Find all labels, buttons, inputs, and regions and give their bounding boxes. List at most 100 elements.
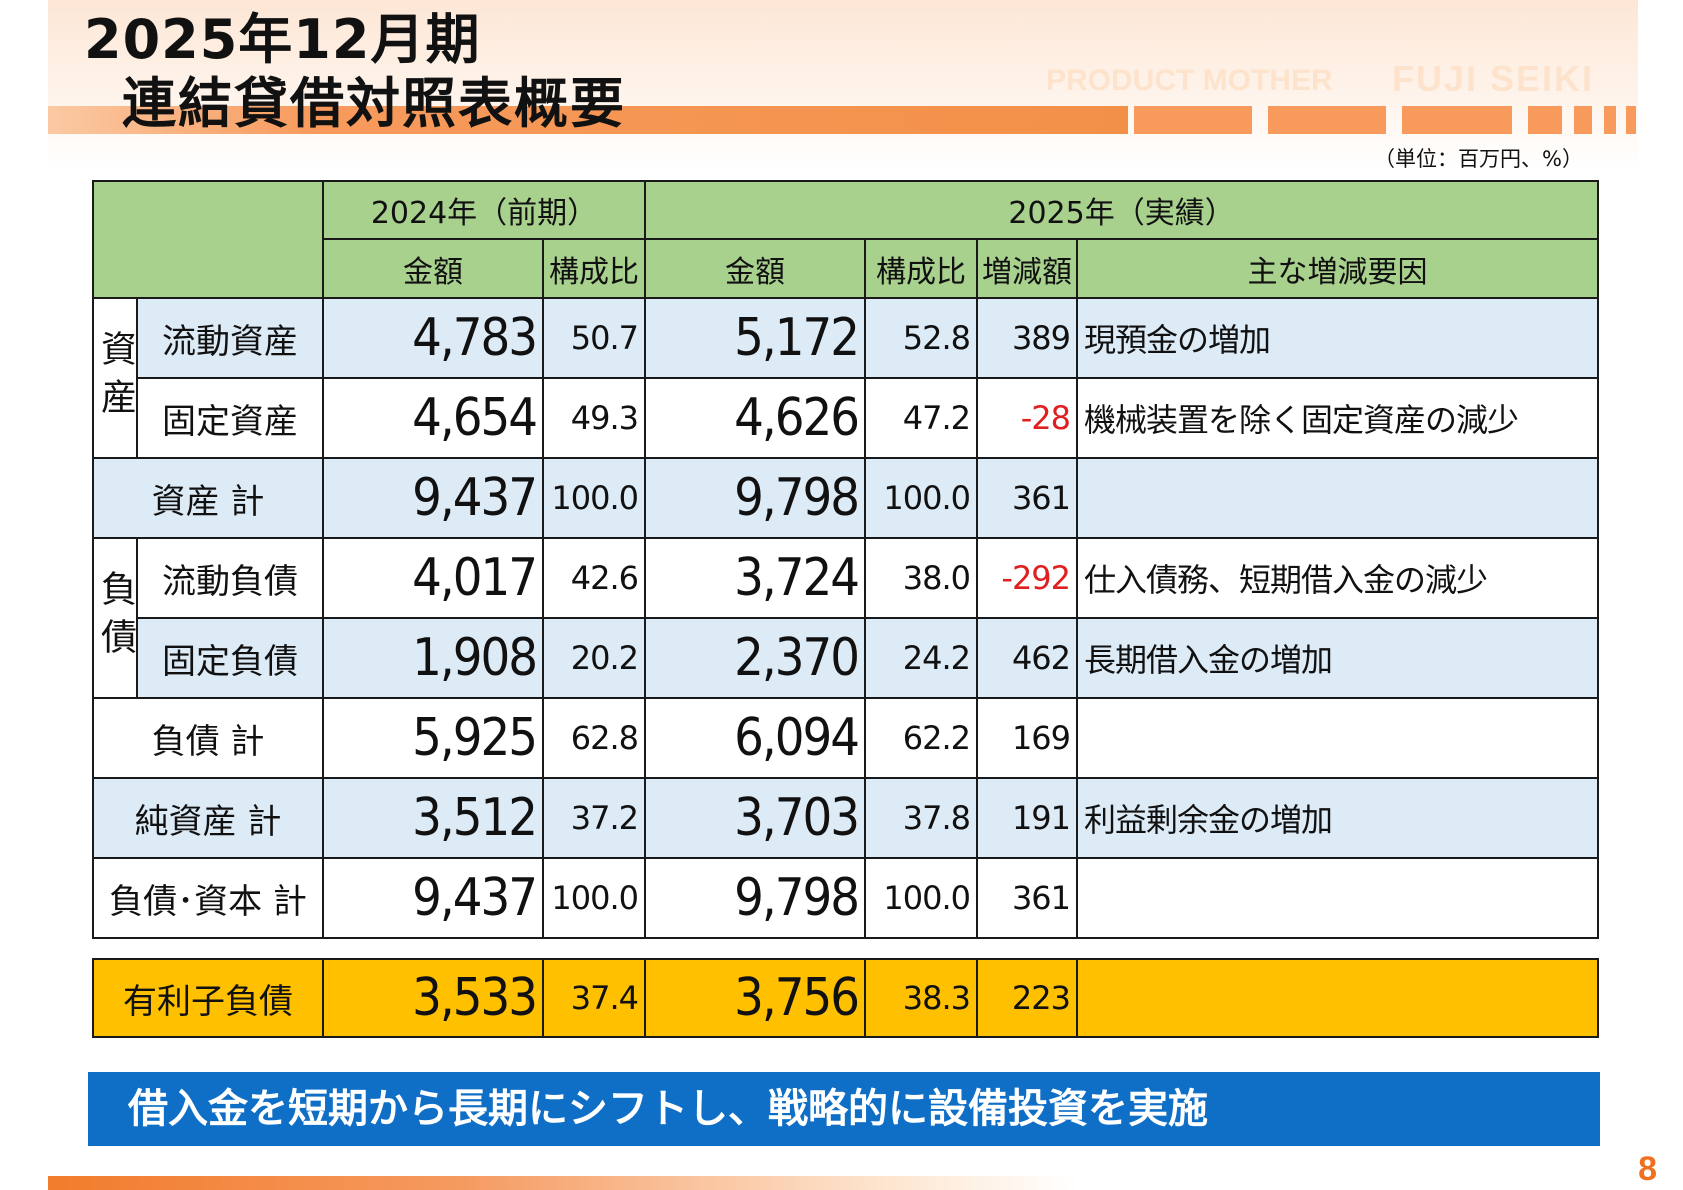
group-label-liabilities: 負債 [92,537,138,699]
curr-amount: 6,094 [644,697,867,779]
curr-ratio: 38.0 [864,537,979,619]
header-block [1626,106,1636,134]
curr-ratio: 37.8 [864,777,979,859]
table-row: 負債･資本 計 9,437 100.0 9,798 100.0 361 [92,857,1600,939]
header-block [1604,106,1616,134]
header-stripe [48,106,1128,134]
header-reason: 主な増減要因 [1076,238,1600,299]
change-amount: 191 [976,777,1079,859]
change-amount: 389 [976,297,1079,379]
table-row: 純資産 計 3,512 37.2 3,703 37.8 191 利益剰余金の増加 [92,777,1600,859]
prev-ratio: 42.6 [541,537,647,619]
header-curr-ratio: 構成比 [864,238,979,299]
header-block [1134,106,1252,134]
change-amount: -28 [976,377,1079,459]
curr-amount: 9,798 [644,857,867,939]
page-title: 連結貸借対照表概要 [122,72,626,135]
row-label: 有利子負債 [92,958,324,1038]
change-amount: 361 [976,857,1079,939]
header-curr-amount: 金額 [644,238,867,299]
prev-amount: 3,533 [322,958,544,1038]
table-row: 負債 流動負債 4,017 42.6 3,724 38.0 -292 仕入債務、… [92,537,1600,699]
curr-amount: 3,756 [644,958,866,1038]
table-row: 資産 流動資産 4,783 50.7 5,172 52.8 389 現預金の増加 [92,297,1600,459]
prev-ratio: 20.2 [541,617,647,699]
curr-amount: 4,626 [644,377,867,459]
header-corner [92,180,324,298]
curr-ratio: 100.0 [864,457,979,539]
footer-bar [48,1176,1078,1190]
row-label: 固定負債 [136,617,324,699]
header-block [1268,106,1386,134]
prev-ratio: 100.0 [541,457,647,539]
table-row: 固定負債 1,908 20.2 2,370 24.2 462 長期借入金の増加 [93,617,1600,699]
change-reason: 仕入債務、短期借入金の減少 [1076,537,1600,619]
change-amount: 169 [976,697,1079,779]
prev-amount: 3,512 [322,777,544,859]
row-label: 資産 計 [92,457,324,539]
prev-ratio: 37.2 [541,777,647,859]
header-prev-ratio: 構成比 [541,238,647,299]
prev-ratio: 37.4 [542,958,646,1038]
curr-ratio: 62.2 [864,697,979,779]
curr-ratio: 52.8 [864,297,979,379]
change-amount: 223 [976,958,1078,1038]
prev-amount: 9,437 [322,457,544,539]
change-reason [1076,697,1600,779]
table-row: 負債 計 5,925 62.8 6,094 62.2 169 [92,697,1600,779]
balance-sheet-table: 2024年（前期） 2025年（実績） 金額 構成比 金額 構成比 増減額 主な… [92,180,1600,939]
curr-amount: 3,724 [644,537,867,619]
row-label: 固定資産 [136,377,324,459]
prev-amount: 1,908 [322,617,544,699]
change-amount: -292 [976,537,1079,619]
prev-amount: 9,437 [322,857,544,939]
curr-amount: 3,703 [644,777,867,859]
brand-name: FUJI SEIKI [1392,58,1595,99]
change-reason: 長期借入金の増加 [1076,617,1600,699]
change-reason: 機械装置を除く固定資産の減少 [1076,377,1600,459]
table-row: 固定資産 4,654 49.3 4,626 47.2 -28 機械装置を除く固定… [93,377,1600,459]
prev-amount: 4,783 [322,297,544,379]
header-band [48,0,1638,168]
interest-bearing-debt-table: 有利子負債 3,533 37.4 3,756 38.3 223 [92,958,1599,1038]
header-block [1528,106,1562,134]
prev-ratio: 50.7 [541,297,647,379]
header-block [1574,106,1592,134]
change-reason: 利益剰余金の増加 [1076,777,1600,859]
header-change: 増減額 [976,238,1079,299]
table-row: 有利子負債 3,533 37.4 3,756 38.3 223 [92,958,1599,1038]
summary-message: 借入金を短期から長期にシフトし、戦略的に設備投資を実施 [88,1072,1600,1146]
curr-amount: 9,798 [644,457,867,539]
row-label: 流動負債 [136,537,324,619]
group-label-assets: 資産 [92,297,138,459]
curr-amount: 5,172 [644,297,867,379]
change-reason: 現預金の増加 [1076,297,1600,379]
header-block [1402,106,1512,134]
row-label: 負債 計 [92,697,324,779]
prev-amount: 4,017 [322,537,544,619]
page-number: 8 [1638,1150,1657,1188]
unit-note: （単位：百万円、%） [1374,147,1583,171]
prev-ratio: 62.8 [541,697,647,779]
prev-ratio: 49.3 [541,377,647,459]
header-prev-period: 2024年（前期） [321,180,647,240]
prev-ratio: 100.0 [541,857,647,939]
change-amount: 462 [976,617,1079,699]
prev-amount: 4,654 [322,377,544,459]
header-prev-amount: 金額 [322,238,544,299]
change-reason [1076,457,1600,539]
change-reason [1076,857,1600,939]
table-row: 資産 計 9,437 100.0 9,798 100.0 361 [92,457,1600,539]
curr-ratio: 47.2 [864,377,979,459]
curr-amount: 2,370 [644,617,867,699]
header-curr-period: 2025年（実績） [644,180,1600,240]
change-reason [1076,958,1599,1038]
row-label: 負債･資本 計 [92,857,324,939]
brand-tagline: PRODUCT MOTHER [1046,64,1333,97]
curr-ratio: 38.3 [864,958,978,1038]
prev-amount: 5,925 [322,697,544,779]
change-amount: 361 [976,457,1079,539]
page-title-period: 2025年12月期 [84,8,481,71]
curr-ratio: 24.2 [864,617,979,699]
row-label: 流動資産 [136,297,324,379]
